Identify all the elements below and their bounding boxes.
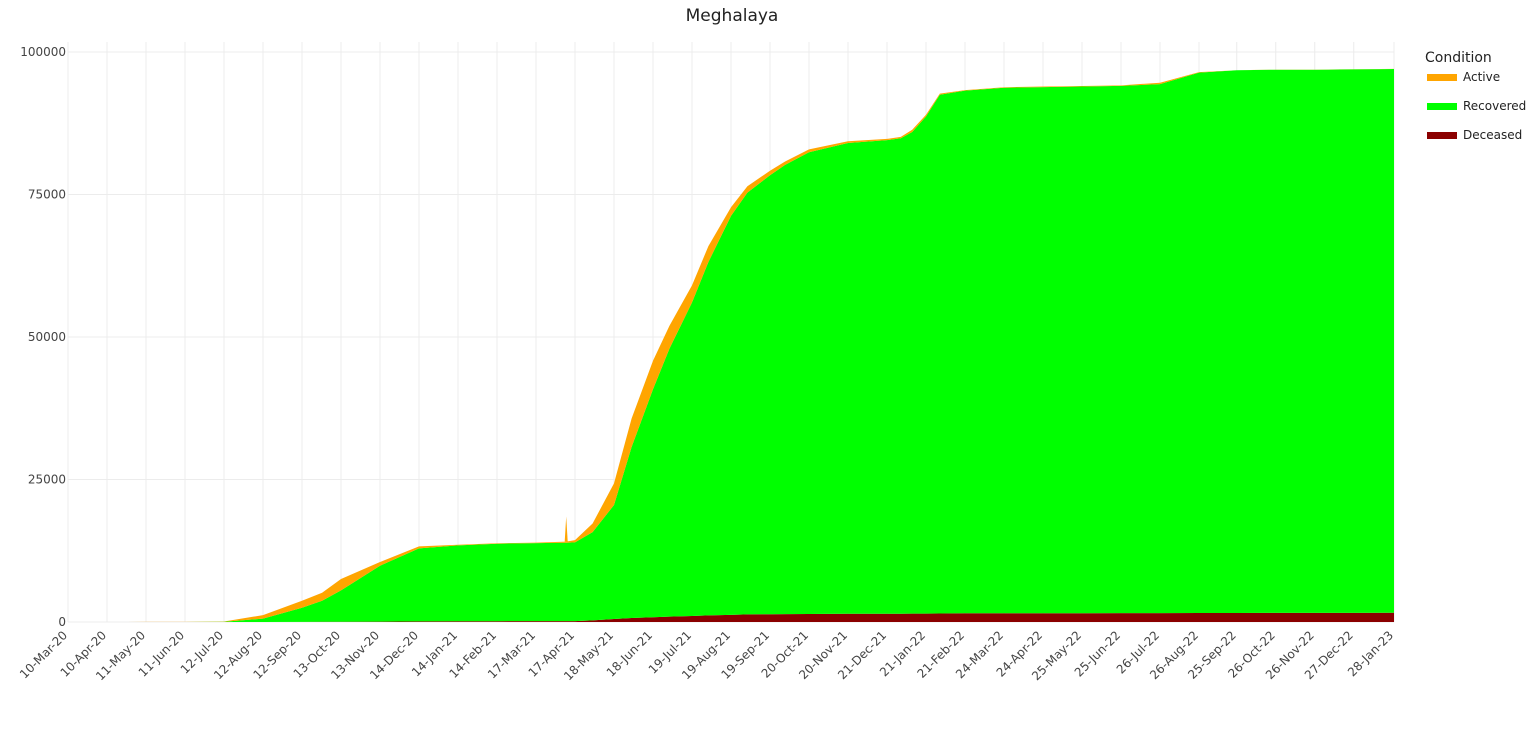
- legend: Condition Active Recovered Deceased: [1425, 50, 1526, 142]
- legend-swatch-recovered: [1427, 103, 1457, 110]
- y-tick-label: 50000: [28, 330, 66, 344]
- x-axis: 10-Mar-2010-Apr-2011-May-2011-Jun-2012-J…: [17, 628, 1396, 683]
- y-axis: 0 25000 50000 75000 100000: [20, 45, 66, 629]
- y-tick-label: 25000: [28, 473, 66, 487]
- legend-label-active: Active: [1463, 70, 1500, 84]
- legend-swatch-deceased: [1427, 132, 1457, 139]
- active-spike: [564, 516, 568, 542]
- legend-swatch-active: [1427, 74, 1457, 81]
- legend-label-deceased: Deceased: [1463, 128, 1522, 142]
- legend-label-recovered: Recovered: [1463, 99, 1526, 113]
- y-tick-label: 0: [58, 615, 66, 629]
- y-tick-label: 75000: [28, 188, 66, 202]
- area-deceased: [68, 612, 1394, 622]
- legend-title: Condition: [1425, 50, 1492, 66]
- chart-title: Meghalaya: [686, 6, 779, 26]
- series-areas: [68, 68, 1394, 622]
- y-tick-label: 100000: [20, 45, 66, 59]
- area-recovered: [68, 69, 1394, 622]
